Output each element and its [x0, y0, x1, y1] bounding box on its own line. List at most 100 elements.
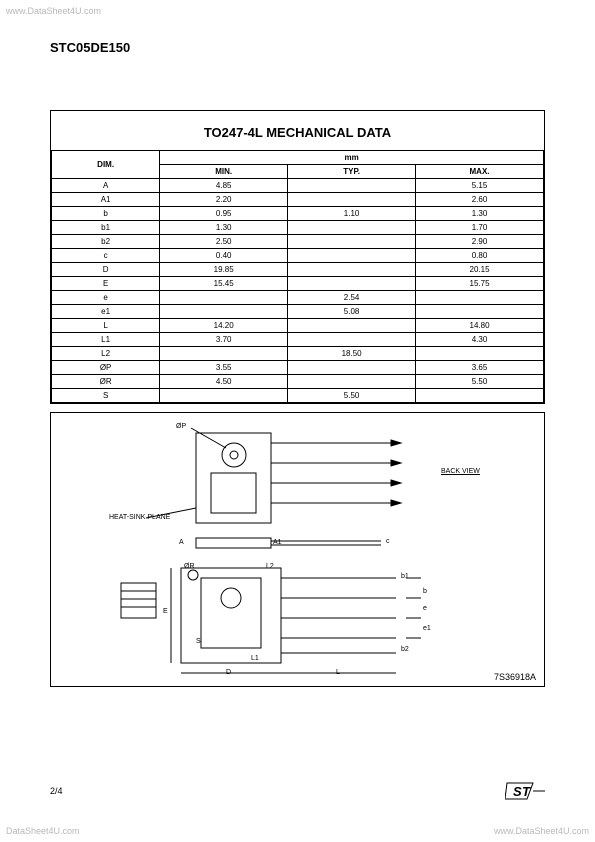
cell-min: 2.20	[160, 193, 288, 207]
cell-max: 15.75	[416, 277, 544, 291]
cell-dim: D	[52, 263, 160, 277]
cell-max: 0.80	[416, 249, 544, 263]
cell-dim: e	[52, 291, 160, 305]
cell-typ	[288, 361, 416, 375]
header-unit: mm	[160, 151, 544, 165]
drawing-number: 7S36918A	[494, 672, 536, 682]
cell-typ	[288, 235, 416, 249]
label-l: L	[336, 669, 340, 676]
cell-min: 0.95	[160, 207, 288, 221]
table-row: S 5.50	[52, 389, 544, 403]
label-a: A	[179, 539, 184, 546]
label-b1: b1	[401, 573, 409, 580]
label-a1: A1	[273, 539, 282, 546]
cell-max	[416, 389, 544, 403]
cell-max: 2.90	[416, 235, 544, 249]
cell-dim: ØP	[52, 361, 160, 375]
label-c: c	[386, 538, 390, 545]
cell-typ: 1.10	[288, 207, 416, 221]
label-b2: b2	[401, 646, 409, 653]
label-heatsink: HEAT-SINK PLANE	[109, 514, 170, 521]
table-row: ØR4.505.50	[52, 375, 544, 389]
cell-dim: A1	[52, 193, 160, 207]
table-title: TO247-4L MECHANICAL DATA	[51, 111, 544, 150]
cell-min	[160, 389, 288, 403]
cell-max: 5.15	[416, 179, 544, 193]
cell-dim: b2	[52, 235, 160, 249]
table-row: c0.400.80	[52, 249, 544, 263]
cell-min	[160, 347, 288, 361]
cell-dim: S	[52, 389, 160, 403]
watermark-bottom-left: DataSheet4U.com	[6, 826, 80, 836]
cell-typ	[288, 263, 416, 277]
cell-max	[416, 305, 544, 319]
cell-min: 3.70	[160, 333, 288, 347]
cell-max: 1.70	[416, 221, 544, 235]
table-row: L14.20 14.80	[52, 319, 544, 333]
part-number: STC05DE150	[50, 40, 545, 55]
table-row: b22.50 2.90	[52, 235, 544, 249]
cell-dim: e1	[52, 305, 160, 319]
cell-dim: ØR	[52, 375, 160, 389]
mechanical-data-box: TO247-4L MECHANICAL DATA DIM. mm MIN. TY…	[50, 110, 545, 404]
cell-dim: b1	[52, 221, 160, 235]
package-drawing-svg	[51, 413, 544, 686]
cell-max: 14.80	[416, 319, 544, 333]
header-typ: TYP.	[288, 165, 416, 179]
cell-dim: L	[52, 319, 160, 333]
label-l2: L2	[266, 563, 274, 570]
label-e: E	[163, 608, 168, 615]
cell-typ	[288, 179, 416, 193]
label-e1: e1	[423, 625, 431, 632]
cell-max: 20.15	[416, 263, 544, 277]
table-row: b0.951.101.30	[52, 207, 544, 221]
cell-min: 19.85	[160, 263, 288, 277]
watermark-top: www.DataSheet4U.com	[6, 6, 101, 16]
cell-typ: 5.08	[288, 305, 416, 319]
table-row: e 2.54	[52, 291, 544, 305]
cell-min: 4.85	[160, 179, 288, 193]
cell-typ: 5.50	[288, 389, 416, 403]
page-number: 2/4	[50, 786, 63, 796]
label-l1: L1	[251, 655, 259, 662]
cell-typ: 18.50	[288, 347, 416, 361]
label-e-pitch: e	[423, 605, 427, 612]
cell-typ	[288, 277, 416, 291]
cell-max: 5.50	[416, 375, 544, 389]
header-max: MAX.	[416, 165, 544, 179]
cell-min: 3.55	[160, 361, 288, 375]
table-row: e1 5.08	[52, 305, 544, 319]
cell-dim: L2	[52, 347, 160, 361]
label-phip: ØP	[176, 423, 186, 430]
table-row: A12.202.60	[52, 193, 544, 207]
label-s: S	[196, 638, 201, 645]
cell-min: 2.50	[160, 235, 288, 249]
mechanical-table: DIM. mm MIN. TYP. MAX. A4.855.15A12.202.…	[51, 150, 544, 403]
table-row: ØP3.55 3.65	[52, 361, 544, 375]
cell-typ: 2.54	[288, 291, 416, 305]
label-backview: BACK VIEW	[441, 468, 480, 475]
cell-max	[416, 291, 544, 305]
cell-max: 3.65	[416, 361, 544, 375]
cell-max	[416, 347, 544, 361]
cell-max: 4.30	[416, 333, 544, 347]
cell-min: 1.30	[160, 221, 288, 235]
cell-dim: L1	[52, 333, 160, 347]
table-row: E15.45 15.75	[52, 277, 544, 291]
label-phir: ØR	[184, 563, 195, 570]
st-logo: S T	[505, 780, 545, 802]
cell-min: 14.20	[160, 319, 288, 333]
cell-typ	[288, 249, 416, 263]
page-footer: 2/4 S T	[50, 774, 545, 802]
cell-dim: c	[52, 249, 160, 263]
cell-min: 15.45	[160, 277, 288, 291]
cell-dim: E	[52, 277, 160, 291]
watermark-bottom-right: www.DataSheet4U.com	[494, 826, 589, 836]
table-row: A4.855.15	[52, 179, 544, 193]
header-dim: DIM.	[52, 151, 160, 179]
page-content: STC05DE150 TO247-4L MECHANICAL DATA DIM.…	[50, 40, 545, 802]
cell-dim: b	[52, 207, 160, 221]
cell-min	[160, 305, 288, 319]
cell-typ	[288, 221, 416, 235]
cell-max: 1.30	[416, 207, 544, 221]
